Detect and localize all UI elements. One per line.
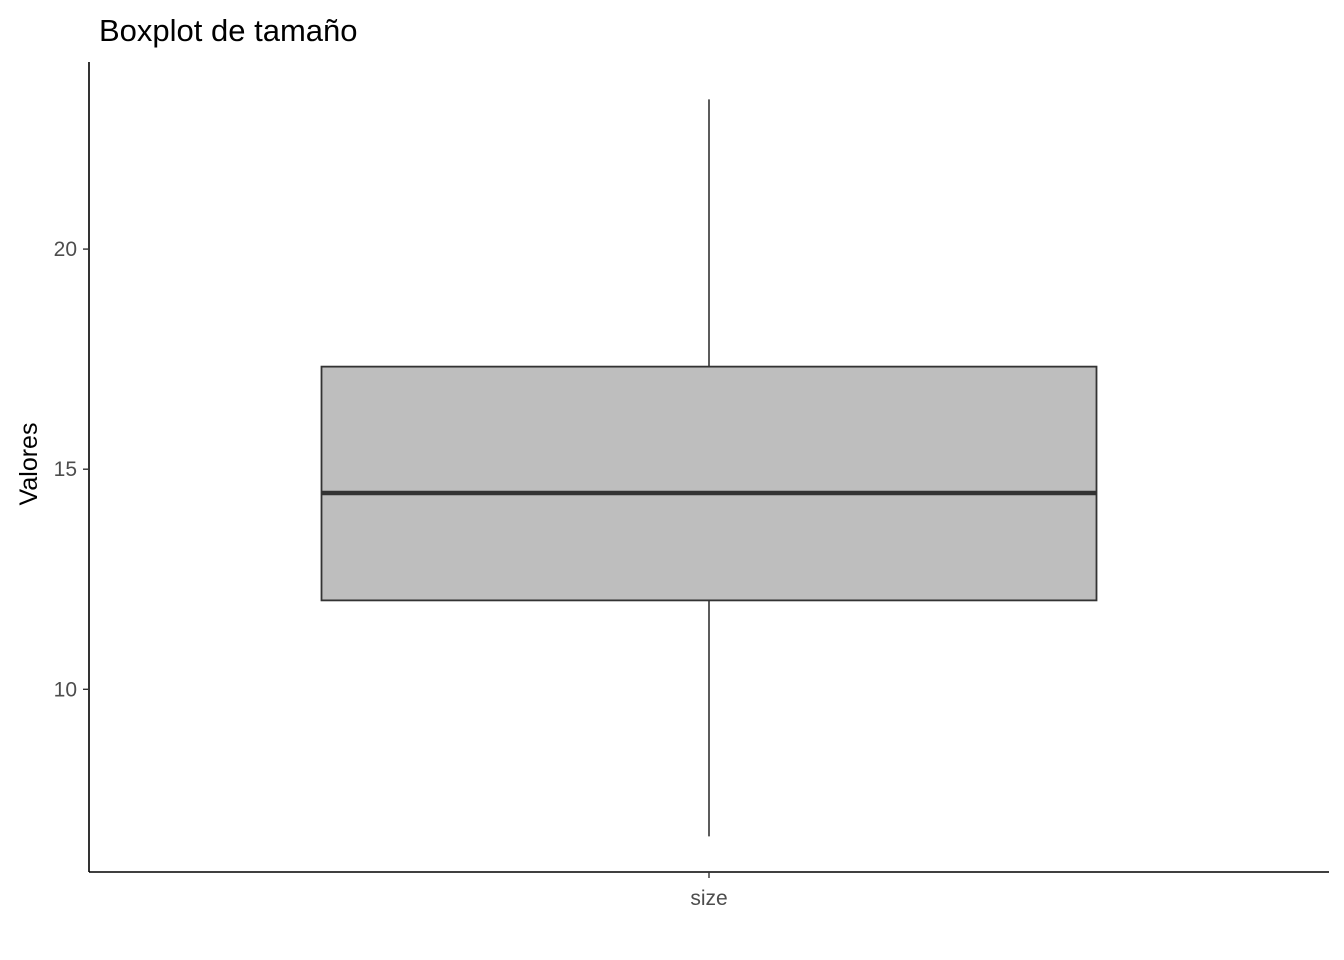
box-iqr [320,365,1098,602]
y-tick-label: 15 [54,458,77,481]
x-tick-label: size [690,887,727,910]
y-tick-label: 10 [54,678,77,701]
plot-area: 10 15 20 size [54,62,1329,910]
chart-title: Boxplot de tamaño [99,13,358,48]
y-tick-label: 20 [54,238,77,261]
y-axis-title: Valores [15,423,43,506]
